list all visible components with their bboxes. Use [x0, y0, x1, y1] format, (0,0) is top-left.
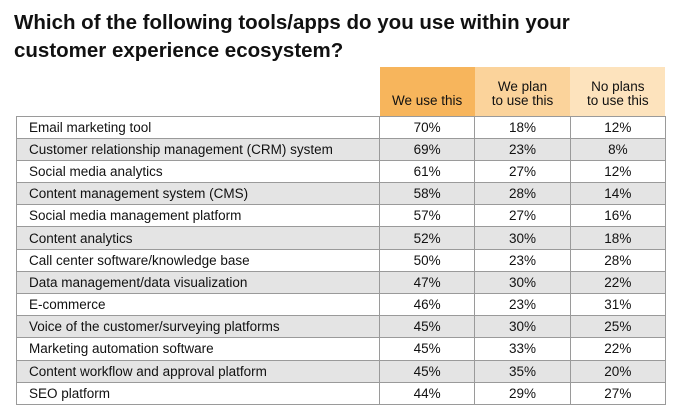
row-label: Social media management platform [16, 204, 380, 228]
table-row: Call center software/knowledge base 50% 23… [16, 248, 666, 272]
table-row: Email marketing tool 70% 18% 12% [16, 115, 666, 139]
row-label: Content analytics [16, 226, 380, 250]
header-we-use-this: We use this [379, 67, 475, 116]
header-blank [16, 67, 380, 116]
value-cell: 8% [569, 137, 666, 161]
value-cell: 47% [378, 270, 476, 295]
value-cell: 12% [569, 159, 666, 184]
value-cell: 29% [474, 381, 571, 405]
value-cell: 14% [569, 182, 666, 206]
table-row: Content workflow and approval platform 45… [16, 359, 666, 383]
value-cell: 61% [378, 159, 476, 184]
table-row: E-commerce 46% 23% 31% [16, 292, 666, 317]
row-label: Voice of the customer/surveying platform… [16, 315, 380, 339]
row-label: E-commerce [16, 292, 380, 317]
row-label: Content management system (CMS) [16, 182, 380, 206]
table-body: Email marketing tool 70% 18% 12% Customer re… [16, 115, 666, 405]
table-row: Customer relationship management (CRM) s… [16, 137, 666, 161]
value-cell: 45% [378, 315, 476, 339]
value-cell: 25% [569, 315, 666, 339]
header-line: We use this [392, 92, 463, 108]
value-cell: 44% [378, 381, 476, 405]
value-cell: 69% [378, 137, 476, 161]
value-cell: 18% [474, 115, 571, 139]
value-cell: 27% [569, 381, 666, 405]
header-line: to use this [491, 92, 554, 108]
row-label: Customer relationship management (CRM) s… [16, 137, 380, 161]
header-we-plan-to-use-this: We plan to use this [474, 67, 571, 116]
table-row: Social media analytics 61% 27% 12% [16, 159, 666, 184]
table-row: Social media management platform 57% 27% 16… [16, 204, 666, 228]
value-cell: 30% [474, 226, 571, 250]
table-row: Data management/data visualization 47% 30%… [16, 270, 666, 295]
value-cell: 57% [378, 204, 476, 228]
value-cell: 20% [569, 359, 666, 383]
value-cell: 27% [474, 159, 571, 184]
value-cell: 46% [378, 292, 476, 317]
value-cell: 22% [569, 270, 666, 295]
value-cell: 22% [569, 337, 666, 361]
value-cell: 28% [474, 182, 571, 206]
value-cell: 12% [569, 115, 666, 139]
table-row: Content analytics 52% 30% 18% [16, 226, 666, 250]
header-line: We plan [497, 78, 548, 94]
value-cell: 23% [474, 248, 571, 272]
value-cell: 30% [474, 315, 571, 339]
value-cell: 28% [569, 248, 666, 272]
value-cell: 16% [569, 204, 666, 228]
value-cell: 45% [378, 337, 476, 361]
value-cell: 58% [378, 182, 476, 206]
table-row: Voice of the customer/surveying platform… [16, 315, 666, 339]
table-row: Marketing automation software 45% 33% 22% [16, 337, 666, 361]
value-cell: 45% [378, 359, 476, 383]
value-cell: 52% [378, 226, 476, 250]
value-cell: 27% [474, 204, 571, 228]
row-label: Content workflow and approval platform [16, 359, 380, 383]
row-label: Marketing automation software [16, 337, 380, 361]
chart-title: Which of the following tools/apps do you… [14, 11, 570, 62]
row-label: Social media analytics [16, 159, 380, 184]
value-cell: 31% [569, 292, 666, 317]
header-line: to use this [587, 92, 649, 108]
table-row: SEO platform 44% 29% 27% [16, 381, 666, 405]
value-cell: 30% [474, 270, 571, 295]
survey-table: We use this We plan to use this No plans… [16, 67, 666, 405]
value-cell: 23% [474, 137, 571, 161]
header-no-plans-to-use-this: No plans to use this [570, 67, 666, 116]
value-cell: 35% [474, 359, 571, 383]
header-line: No plans [591, 78, 645, 94]
row-label: SEO platform [16, 381, 380, 405]
value-cell: 70% [378, 115, 476, 139]
value-cell: 23% [474, 292, 571, 317]
table-row: Content management system (CMS) 58% 28% 14% [16, 182, 666, 206]
value-cell: 50% [378, 248, 476, 272]
row-label: Email marketing tool [16, 115, 380, 139]
row-label: Call center software/knowledge base [16, 248, 380, 272]
row-label: Data management/data visualization [16, 270, 380, 295]
header-row: We use this We plan to use this No plans… [16, 67, 666, 116]
value-cell: 18% [569, 226, 666, 250]
value-cell: 33% [474, 337, 571, 361]
